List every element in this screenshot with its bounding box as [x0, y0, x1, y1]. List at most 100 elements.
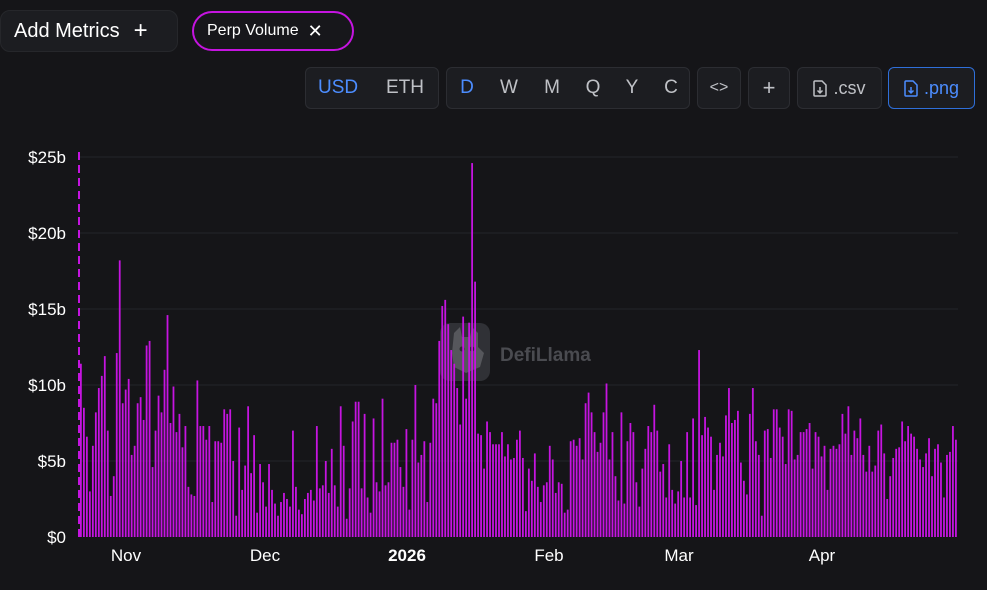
bar[interactable]	[106, 430, 109, 537]
bar[interactable]	[551, 459, 554, 537]
bar[interactable]	[623, 503, 626, 537]
bar[interactable]	[450, 350, 453, 537]
bar[interactable]	[638, 506, 641, 537]
bar[interactable]	[145, 345, 148, 537]
bar[interactable]	[692, 418, 694, 537]
bar[interactable]	[474, 281, 476, 537]
bar[interactable]	[151, 467, 154, 537]
bar[interactable]	[426, 502, 429, 537]
bar[interactable]	[823, 445, 826, 537]
bar[interactable]	[811, 468, 814, 537]
bar[interactable]	[127, 378, 130, 537]
bar[interactable]	[384, 485, 387, 537]
bar[interactable]	[548, 445, 551, 537]
bar[interactable]	[223, 409, 226, 537]
bar[interactable]	[483, 468, 485, 537]
bar[interactable]	[80, 363, 82, 537]
bar[interactable]	[820, 456, 823, 537]
bar[interactable]	[644, 448, 647, 537]
bar[interactable]	[85, 436, 88, 537]
bar[interactable]	[187, 486, 190, 537]
bar[interactable]	[312, 500, 315, 537]
bar[interactable]	[901, 421, 904, 537]
bar[interactable]	[205, 439, 208, 537]
bar[interactable]	[626, 441, 629, 537]
bar[interactable]	[808, 423, 811, 537]
bar[interactable]	[280, 502, 282, 537]
bar[interactable]	[728, 388, 730, 537]
bar[interactable]	[429, 442, 432, 537]
bar[interactable]	[650, 432, 653, 537]
add-metrics-button[interactable]: Add Metrics +	[0, 10, 178, 52]
bar[interactable]	[686, 432, 689, 537]
bar[interactable]	[590, 412, 593, 537]
bar[interactable]	[148, 340, 151, 537]
bar[interactable]	[516, 439, 518, 537]
unit-option-usd[interactable]: USD	[318, 77, 359, 98]
bar[interactable]	[719, 442, 721, 537]
bar[interactable]	[796, 454, 799, 537]
bar[interactable]	[157, 395, 160, 537]
bar[interactable]	[751, 388, 754, 537]
bar[interactable]	[214, 441, 217, 537]
bar[interactable]	[799, 432, 802, 537]
embed-button[interactable]: <>	[697, 67, 741, 109]
bar[interactable]	[847, 406, 850, 537]
bar[interactable]	[734, 419, 736, 537]
bar[interactable]	[486, 421, 488, 537]
bar[interactable]	[262, 482, 264, 537]
bar[interactable]	[91, 445, 94, 537]
bar[interactable]	[784, 464, 787, 537]
bar[interactable]	[955, 439, 957, 537]
bar[interactable]	[196, 380, 199, 537]
bar[interactable]	[683, 497, 686, 537]
bar[interactable]	[130, 454, 133, 537]
bar[interactable]	[390, 442, 393, 537]
bar[interactable]	[737, 410, 739, 537]
bar[interactable]	[295, 486, 297, 537]
bar[interactable]	[754, 441, 757, 537]
bar[interactable]	[103, 356, 106, 537]
bar[interactable]	[321, 485, 324, 537]
bar[interactable]	[527, 468, 530, 537]
bar[interactable]	[602, 412, 605, 537]
bar[interactable]	[677, 491, 680, 537]
bar[interactable]	[817, 436, 820, 537]
bar[interactable]	[399, 467, 402, 537]
bar[interactable]	[608, 459, 611, 537]
bar[interactable]	[853, 430, 856, 537]
bar[interactable]	[563, 512, 566, 537]
bar[interactable]	[327, 492, 330, 537]
bar[interactable]	[250, 473, 253, 537]
bar[interactable]	[680, 461, 683, 537]
bar[interactable]	[832, 445, 835, 537]
bar[interactable]	[402, 486, 405, 537]
bar[interactable]	[220, 442, 223, 537]
bar[interactable]	[886, 499, 889, 537]
bar[interactable]	[411, 439, 414, 537]
bar[interactable]	[298, 509, 300, 537]
bar[interactable]	[498, 444, 500, 537]
bar[interactable]	[232, 461, 235, 537]
bar[interactable]	[217, 441, 220, 537]
bar[interactable]	[659, 471, 662, 537]
bar[interactable]	[757, 454, 760, 537]
bar[interactable]	[635, 482, 638, 537]
bar[interactable]	[892, 457, 895, 537]
bar[interactable]	[596, 451, 599, 537]
bar[interactable]	[136, 403, 139, 537]
bar[interactable]	[611, 432, 614, 537]
bar[interactable]	[444, 299, 447, 537]
bar[interactable]	[931, 476, 933, 537]
bar[interactable]	[336, 506, 339, 537]
bar[interactable]	[318, 488, 321, 537]
bar[interactable]	[731, 423, 733, 537]
bar[interactable]	[226, 413, 229, 537]
bar[interactable]	[513, 457, 515, 537]
bar[interactable]	[952, 426, 954, 537]
bar[interactable]	[742, 480, 745, 537]
bar[interactable]	[121, 403, 124, 537]
bar[interactable]	[722, 456, 724, 537]
bar[interactable]	[937, 444, 939, 537]
bar[interactable]	[339, 406, 342, 537]
